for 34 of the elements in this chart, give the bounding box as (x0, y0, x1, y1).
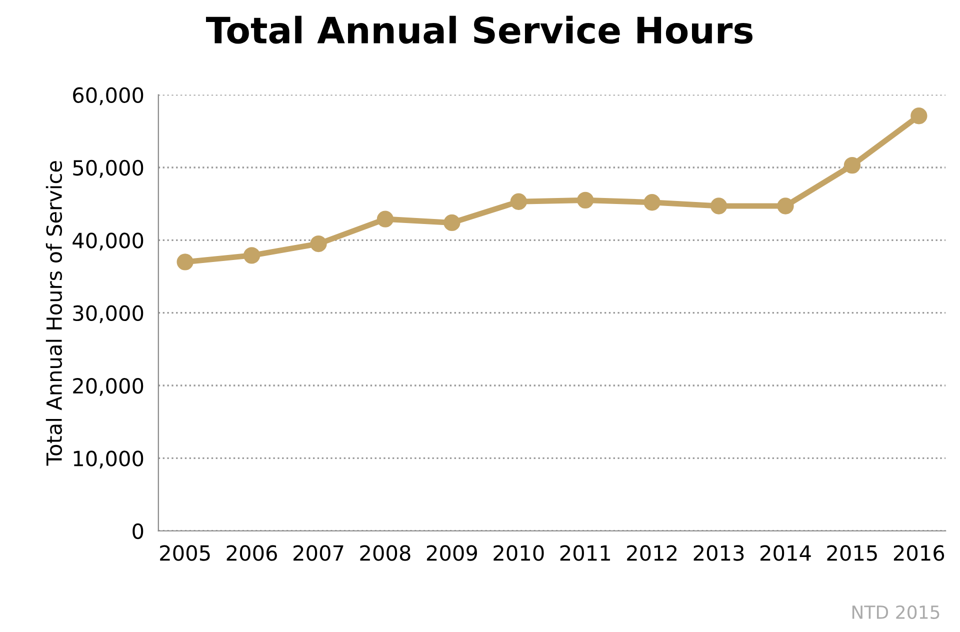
x-tick-label: 2009 (426, 545, 477, 561)
point (243, 247, 260, 264)
point (444, 214, 460, 232)
y-tick-label: 0 (132, 523, 144, 540)
point (310, 235, 327, 252)
y-tick-label: 40,000 (72, 232, 144, 250)
x-tick-label: 2013 (694, 545, 744, 561)
y-tick-label: 10,000 (74, 450, 144, 469)
point (510, 193, 527, 210)
y-tick-label: 30,000 (73, 305, 144, 324)
x-tick-label: 2015 (827, 545, 877, 561)
x-tick-label: 2010 (494, 545, 544, 561)
point (376, 210, 394, 228)
point (710, 198, 728, 214)
y-axis-title: Total Annual Hours of Service (46, 161, 62, 466)
x-tick-label: 2014 (760, 545, 811, 561)
x-tick-label: 2006 (226, 545, 277, 561)
point (577, 192, 594, 209)
text: NTD 2015 (852, 605, 940, 620)
x-tick-label: 2012 (627, 545, 676, 561)
point (844, 156, 861, 174)
y-tick-label: 20,000 (73, 378, 144, 396)
x-tick-label: 2016 (894, 545, 944, 561)
x-tick-label: 2007 (294, 545, 344, 561)
point (644, 194, 660, 211)
x-tick-label: 2011 (560, 545, 610, 561)
chart-title: Total Annual Service Hours (206, 16, 752, 44)
point (176, 254, 194, 270)
y-tick-label: 50,000 (73, 160, 144, 178)
point (777, 198, 794, 214)
y-tick-label: 60,000 (73, 87, 144, 106)
x-tick-label: 2008 (360, 545, 410, 561)
x-tick-label: 2005 (160, 545, 210, 561)
point (910, 108, 928, 124)
